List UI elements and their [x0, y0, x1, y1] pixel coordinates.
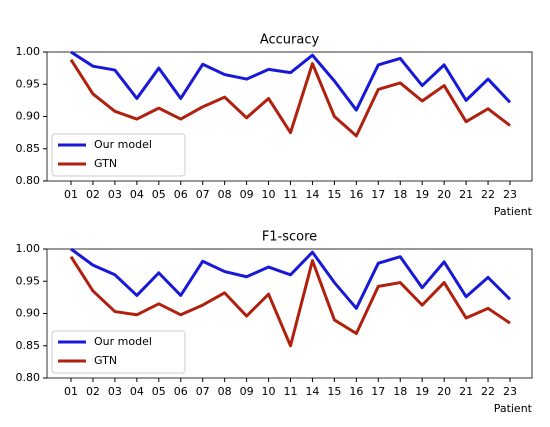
x-tick-label: 09 — [240, 188, 254, 201]
x-tick-label: 19 — [415, 188, 429, 201]
x-tick-label: 01 — [64, 385, 78, 398]
x-tick-label: 04 — [130, 385, 144, 398]
x-tick-label: 18 — [393, 188, 407, 201]
x-tick-label: 11 — [284, 188, 298, 201]
x-tick-label: 08 — [218, 385, 232, 398]
legend-label: Our model — [94, 138, 152, 151]
x-tick-label: 07 — [196, 385, 210, 398]
y-tick-label: 0.85 — [16, 339, 41, 352]
x-tick-label: 20 — [437, 188, 451, 201]
x-tick-label: 06 — [174, 385, 188, 398]
x-tick-label: 11 — [284, 385, 298, 398]
y-tick-label: 0.80 — [16, 174, 41, 187]
x-tick-label: 15 — [327, 385, 341, 398]
x-tick-label: 21 — [459, 385, 473, 398]
y-tick-label: 1.00 — [16, 242, 41, 255]
x-tick-label: 17 — [371, 385, 385, 398]
x-tick-label: 16 — [349, 385, 363, 398]
chart-title: Accuracy — [260, 33, 320, 48]
x-axis-label: Patient — [494, 402, 533, 415]
x-tick-label: 20 — [437, 385, 451, 398]
y-tick-label: 0.80 — [16, 371, 41, 384]
data-line — [69, 255, 511, 348]
x-tick-label: 14 — [305, 385, 319, 398]
legend-label: GTN — [94, 157, 117, 170]
x-tick-label: 09 — [240, 385, 254, 398]
x-tick-label: 17 — [371, 188, 385, 201]
y-tick-label: 0.90 — [16, 307, 41, 320]
x-tick-label: 03 — [108, 385, 122, 398]
x-tick-label: 04 — [130, 188, 144, 201]
x-tick-label: 23 — [503, 188, 517, 201]
data-line — [69, 58, 511, 138]
x-tick-label: 05 — [152, 188, 166, 201]
x-tick-label: 06 — [174, 188, 188, 201]
y-tick-label: 0.85 — [16, 142, 41, 155]
x-tick-label: 22 — [481, 188, 495, 201]
data-line — [70, 50, 512, 112]
legend-label: Our model — [94, 335, 152, 348]
x-tick-label: 03 — [108, 188, 122, 201]
x-tick-label: 10 — [262, 385, 276, 398]
x-axis-label: Patient — [494, 205, 533, 218]
x-tick-label: 10 — [262, 188, 276, 201]
chart-title: F1-score — [262, 230, 317, 245]
x-tick-label: 08 — [218, 188, 232, 201]
y-tick-label: 1.00 — [16, 45, 41, 58]
x-tick-label: 01 — [64, 188, 78, 201]
x-tick-label: 23 — [503, 385, 517, 398]
x-tick-label: 19 — [415, 385, 429, 398]
x-tick-label: 05 — [152, 385, 166, 398]
y-tick-label: 0.90 — [16, 110, 41, 123]
x-tick-label: 18 — [393, 385, 407, 398]
x-tick-label: 02 — [86, 188, 100, 201]
x-tick-label: 02 — [86, 385, 100, 398]
x-tick-label: 15 — [327, 188, 341, 201]
x-tick-label: 14 — [305, 188, 319, 201]
data-line — [70, 247, 512, 310]
x-tick-label: 16 — [349, 188, 363, 201]
x-tick-label: 07 — [196, 188, 210, 201]
x-tick-label: 22 — [481, 385, 495, 398]
legend-label: GTN — [94, 354, 117, 367]
y-tick-label: 0.95 — [16, 77, 41, 90]
x-tick-label: 21 — [459, 188, 473, 201]
y-tick-label: 0.95 — [16, 274, 41, 287]
